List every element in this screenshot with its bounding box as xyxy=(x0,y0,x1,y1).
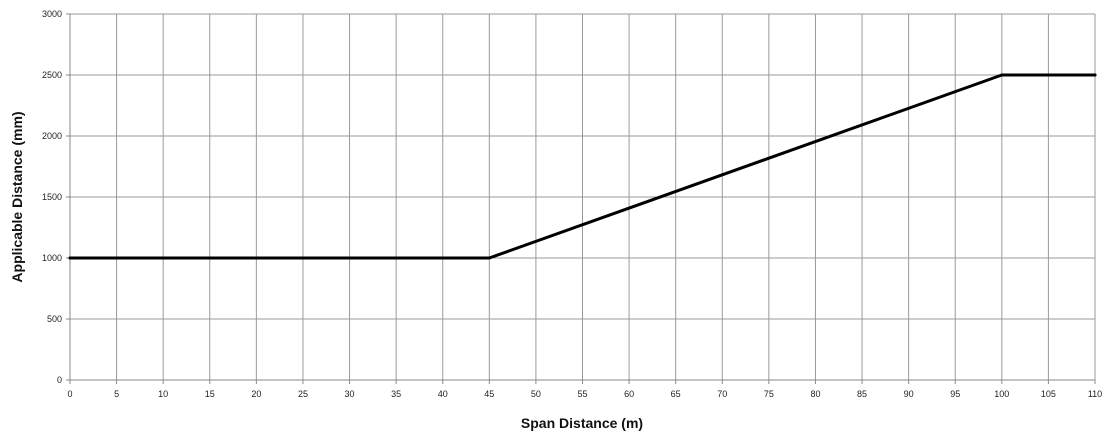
data-point xyxy=(1000,73,1004,77)
x-tick-label: 55 xyxy=(577,389,587,399)
x-tick-label: 75 xyxy=(764,389,774,399)
data-point xyxy=(68,256,72,260)
x-tick-label: 110 xyxy=(1088,389,1102,399)
y-tick-label: 0 xyxy=(57,375,62,385)
x-tick-label: 105 xyxy=(1041,389,1056,399)
x-tick-label: 0 xyxy=(67,389,72,399)
x-tick-label: 15 xyxy=(205,389,215,399)
series-line xyxy=(68,73,1097,260)
x-tick-label: 60 xyxy=(624,389,634,399)
x-tick-label: 10 xyxy=(158,389,168,399)
x-tick-label: 70 xyxy=(717,389,727,399)
y-tick-labels: 0 500 1000 1500 2000 2500 3000 xyxy=(42,9,62,385)
x-tick-label: 90 xyxy=(904,389,914,399)
y-tick-label: 1000 xyxy=(42,253,62,263)
x-tick-label: 100 xyxy=(994,389,1009,399)
x-tick-label: 25 xyxy=(298,389,308,399)
x-tick-label: 65 xyxy=(671,389,681,399)
y-tick-label: 500 xyxy=(47,314,62,324)
x-tick-label: 95 xyxy=(950,389,960,399)
y-tick-label: 3000 xyxy=(42,9,62,19)
y-axis-title: Applicable Distance (mm) xyxy=(9,111,25,282)
x-tick-label: 40 xyxy=(438,389,448,399)
x-tick-label: 85 xyxy=(857,389,867,399)
y-tick-label: 2500 xyxy=(42,70,62,80)
x-tick-label: 50 xyxy=(531,389,541,399)
x-tick-labels: 0 5 10 15 20 25 30 35 40 45 50 55 60 65 70 75 80 85 90 95 10… xyxy=(67,389,1102,399)
y-tick-label: 1500 xyxy=(42,192,62,202)
x-axis-title: Span Distance (m) xyxy=(521,415,643,431)
x-tick-label: 45 xyxy=(484,389,494,399)
axes xyxy=(69,14,1095,381)
x-tick-label: 80 xyxy=(810,389,820,399)
x-tick-label: 5 xyxy=(114,389,119,399)
x-tick-label: 35 xyxy=(391,389,401,399)
x-tick-label: 30 xyxy=(345,389,355,399)
data-point xyxy=(1093,73,1097,77)
x-tick-label: 20 xyxy=(251,389,261,399)
y-tick-label: 2000 xyxy=(42,131,62,141)
series-layer xyxy=(68,73,1097,260)
data-point xyxy=(487,256,491,260)
